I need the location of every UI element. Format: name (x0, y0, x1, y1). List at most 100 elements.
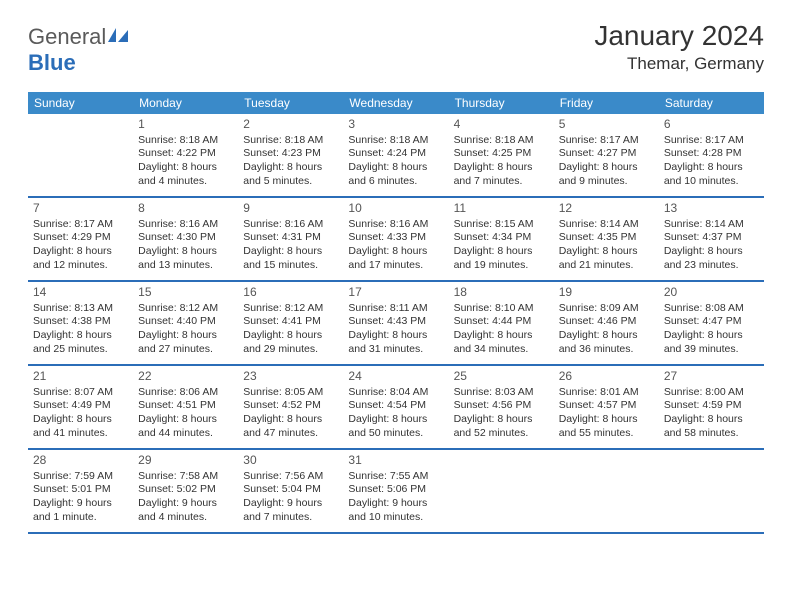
day-cell: 19Sunrise: 8:09 AMSunset: 4:46 PMDayligh… (554, 282, 659, 364)
day-cell: 10Sunrise: 8:16 AMSunset: 4:33 PMDayligh… (343, 198, 448, 280)
day-header-monday: Monday (133, 92, 238, 114)
day-header-saturday: Saturday (659, 92, 764, 114)
daylight2-text: and 12 minutes. (33, 259, 128, 273)
daylight1-text: Daylight: 8 hours (348, 245, 443, 259)
daylight1-text: Daylight: 8 hours (138, 329, 233, 343)
day-number: 20 (664, 285, 759, 301)
day-cell: 16Sunrise: 8:12 AMSunset: 4:41 PMDayligh… (238, 282, 343, 364)
sunset-text: Sunset: 4:31 PM (243, 231, 338, 245)
day-number: 4 (454, 117, 549, 133)
sunrise-text: Sunrise: 8:13 AM (33, 302, 128, 316)
day-number: 22 (138, 369, 233, 385)
daylight2-text: and 52 minutes. (454, 427, 549, 441)
daylight2-text: and 13 minutes. (138, 259, 233, 273)
day-number: 17 (348, 285, 443, 301)
day-cell: 31Sunrise: 7:55 AMSunset: 5:06 PMDayligh… (343, 450, 448, 532)
day-number: 16 (243, 285, 338, 301)
day-number: 27 (664, 369, 759, 385)
sunrise-text: Sunrise: 8:09 AM (559, 302, 654, 316)
daylight2-text: and 36 minutes. (559, 343, 654, 357)
day-cell: 25Sunrise: 8:03 AMSunset: 4:56 PMDayligh… (449, 366, 554, 448)
day-number: 2 (243, 117, 338, 133)
sunrise-text: Sunrise: 7:59 AM (33, 470, 128, 484)
page-title: January 2024 (594, 20, 764, 52)
day-header-thursday: Thursday (449, 92, 554, 114)
daylight1-text: Daylight: 8 hours (664, 245, 759, 259)
weeks-container: 1Sunrise: 8:18 AMSunset: 4:22 PMDaylight… (28, 114, 764, 534)
sunrise-text: Sunrise: 8:18 AM (348, 134, 443, 148)
daylight2-text: and 19 minutes. (454, 259, 549, 273)
day-number: 6 (664, 117, 759, 133)
header: GeneralBlue January 2024 Themar, Germany (28, 20, 764, 76)
logo-text: GeneralBlue (28, 24, 130, 76)
daylight2-text: and 4 minutes. (138, 175, 233, 189)
daylight1-text: Daylight: 8 hours (454, 329, 549, 343)
sunset-text: Sunset: 4:30 PM (138, 231, 233, 245)
daylight2-text: and 17 minutes. (348, 259, 443, 273)
day-number: 29 (138, 453, 233, 469)
sunset-text: Sunset: 4:54 PM (348, 399, 443, 413)
daylight1-text: Daylight: 8 hours (138, 161, 233, 175)
sunrise-text: Sunrise: 7:58 AM (138, 470, 233, 484)
day-number: 8 (138, 201, 233, 217)
day-number: 18 (454, 285, 549, 301)
daylight2-text: and 58 minutes. (664, 427, 759, 441)
daylight2-text: and 44 minutes. (138, 427, 233, 441)
day-cell: 17Sunrise: 8:11 AMSunset: 4:43 PMDayligh… (343, 282, 448, 364)
day-cell: 3Sunrise: 8:18 AMSunset: 4:24 PMDaylight… (343, 114, 448, 196)
sunrise-text: Sunrise: 8:17 AM (33, 218, 128, 232)
day-cell: 18Sunrise: 8:10 AMSunset: 4:44 PMDayligh… (449, 282, 554, 364)
daylight1-text: Daylight: 8 hours (348, 161, 443, 175)
sunset-text: Sunset: 4:34 PM (454, 231, 549, 245)
day-number: 26 (559, 369, 654, 385)
daylight1-text: Daylight: 9 hours (243, 497, 338, 511)
day-cell: 5Sunrise: 8:17 AMSunset: 4:27 PMDaylight… (554, 114, 659, 196)
day-cell (554, 450, 659, 532)
daylight2-text: and 4 minutes. (138, 511, 233, 525)
day-cell: 24Sunrise: 8:04 AMSunset: 4:54 PMDayligh… (343, 366, 448, 448)
daylight1-text: Daylight: 8 hours (243, 329, 338, 343)
sunset-text: Sunset: 4:51 PM (138, 399, 233, 413)
sunset-text: Sunset: 4:43 PM (348, 315, 443, 329)
sunrise-text: Sunrise: 8:12 AM (138, 302, 233, 316)
daylight1-text: Daylight: 8 hours (138, 245, 233, 259)
day-number: 13 (664, 201, 759, 217)
daylight1-text: Daylight: 8 hours (348, 329, 443, 343)
daylight2-text: and 34 minutes. (454, 343, 549, 357)
day-number: 12 (559, 201, 654, 217)
day-cell: 22Sunrise: 8:06 AMSunset: 4:51 PMDayligh… (133, 366, 238, 448)
week-row: 1Sunrise: 8:18 AMSunset: 4:22 PMDaylight… (28, 114, 764, 198)
daylight1-text: Daylight: 9 hours (348, 497, 443, 511)
sunset-text: Sunset: 4:22 PM (138, 147, 233, 161)
daylight1-text: Daylight: 8 hours (454, 245, 549, 259)
daylight1-text: Daylight: 8 hours (664, 413, 759, 427)
sunrise-text: Sunrise: 8:05 AM (243, 386, 338, 400)
day-number: 21 (33, 369, 128, 385)
logo: GeneralBlue (28, 24, 130, 76)
day-number: 15 (138, 285, 233, 301)
day-number: 10 (348, 201, 443, 217)
daylight1-text: Daylight: 8 hours (33, 329, 128, 343)
week-row: 21Sunrise: 8:07 AMSunset: 4:49 PMDayligh… (28, 366, 764, 450)
sunset-text: Sunset: 4:27 PM (559, 147, 654, 161)
day-number: 9 (243, 201, 338, 217)
daylight1-text: Daylight: 8 hours (243, 413, 338, 427)
day-cell: 26Sunrise: 8:01 AMSunset: 4:57 PMDayligh… (554, 366, 659, 448)
day-cell: 12Sunrise: 8:14 AMSunset: 4:35 PMDayligh… (554, 198, 659, 280)
sunset-text: Sunset: 4:28 PM (664, 147, 759, 161)
sunset-text: Sunset: 5:06 PM (348, 483, 443, 497)
daylight2-text: and 47 minutes. (243, 427, 338, 441)
sunset-text: Sunset: 4:29 PM (33, 231, 128, 245)
day-number: 30 (243, 453, 338, 469)
daylight1-text: Daylight: 8 hours (559, 161, 654, 175)
logo-word2: Blue (28, 50, 76, 75)
daylight2-text: and 6 minutes. (348, 175, 443, 189)
day-cell: 1Sunrise: 8:18 AMSunset: 4:22 PMDaylight… (133, 114, 238, 196)
daylight2-text: and 27 minutes. (138, 343, 233, 357)
daylight1-text: Daylight: 8 hours (559, 329, 654, 343)
sunrise-text: Sunrise: 8:06 AM (138, 386, 233, 400)
sunset-text: Sunset: 4:49 PM (33, 399, 128, 413)
daylight2-text: and 41 minutes. (33, 427, 128, 441)
title-block: January 2024 Themar, Germany (594, 20, 764, 74)
sunset-text: Sunset: 5:04 PM (243, 483, 338, 497)
